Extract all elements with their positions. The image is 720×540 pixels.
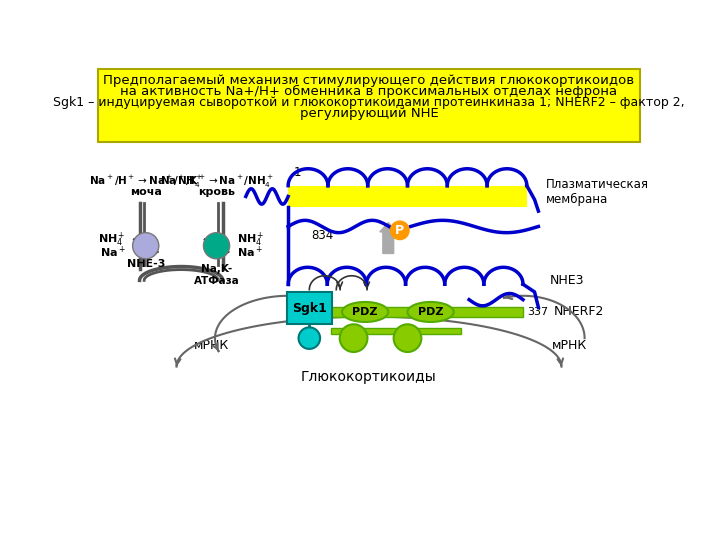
Text: мРНК: мРНК [194,339,229,353]
Text: на активность Na+/H+ обменника в проксимальных отделах нефрона: на активность Na+/H+ обменника в проксим… [120,85,618,98]
Text: Na$^+$/H$^+$$\to$Na$^+$/NH$_4^+$: Na$^+$/H$^+$$\to$Na$^+$/NH$_4^+$ [89,173,203,190]
Text: NHE3: NHE3 [550,274,585,287]
Text: Sgk1 – индуцируемая сывороткой и глюкокортикоидами протеинкиназа 1; NHERF2 – фак: Sgk1 – индуцируемая сывороткой и глюкоко… [53,96,685,109]
Bar [330,328,462,334]
Bar [288,186,527,207]
Text: 337: 337 [527,307,548,317]
Text: PDZ: PDZ [418,307,444,317]
Text: кровь: кровь [198,187,235,197]
Text: регулирующий NHE: регулирующий NHE [300,107,438,120]
Text: Глюкокортикоиды: Глюкокортикоиды [301,370,437,383]
Circle shape [390,221,409,240]
Text: моча: моча [130,187,161,197]
Text: NHE-3: NHE-3 [127,259,165,269]
Text: P: P [395,224,405,237]
Text: 834: 834 [311,230,333,242]
Text: мРНК: мРНК [552,339,587,353]
FancyBboxPatch shape [287,292,332,325]
Text: PDZ: PDZ [352,307,378,317]
Text: NH$_4^+$: NH$_4^+$ [237,231,264,249]
Circle shape [394,325,421,352]
Ellipse shape [408,302,454,322]
Text: NH$_4^+$: NH$_4^+$ [98,231,126,249]
Text: Предполагаемый механизм стимулирующего действия глюкокортикоидов: Предполагаемый механизм стимулирующего д… [104,74,634,87]
Ellipse shape [342,302,388,322]
Bar [330,307,523,316]
FancyArrow shape [379,222,397,253]
Text: Na,K-
АТФаза: Na,K- АТФаза [194,264,240,286]
Text: 1: 1 [294,166,301,179]
Text: Na$^+$/K$^+$$\to$Na$^+$/NH$_4^+$: Na$^+$/K$^+$$\to$Na$^+$/NH$_4^+$ [160,173,274,190]
Text: NHERF2: NHERF2 [554,306,604,319]
Circle shape [340,325,367,352]
Circle shape [299,327,320,349]
Text: Na$^+$: Na$^+$ [99,244,126,260]
Text: Sgk1: Sgk1 [292,302,327,315]
Text: Na$^+$: Na$^+$ [237,244,263,260]
Text: Плазматическая
мембрана: Плазматическая мембрана [546,178,649,206]
Bar [98,69,640,142]
Circle shape [132,233,159,259]
Circle shape [204,233,230,259]
